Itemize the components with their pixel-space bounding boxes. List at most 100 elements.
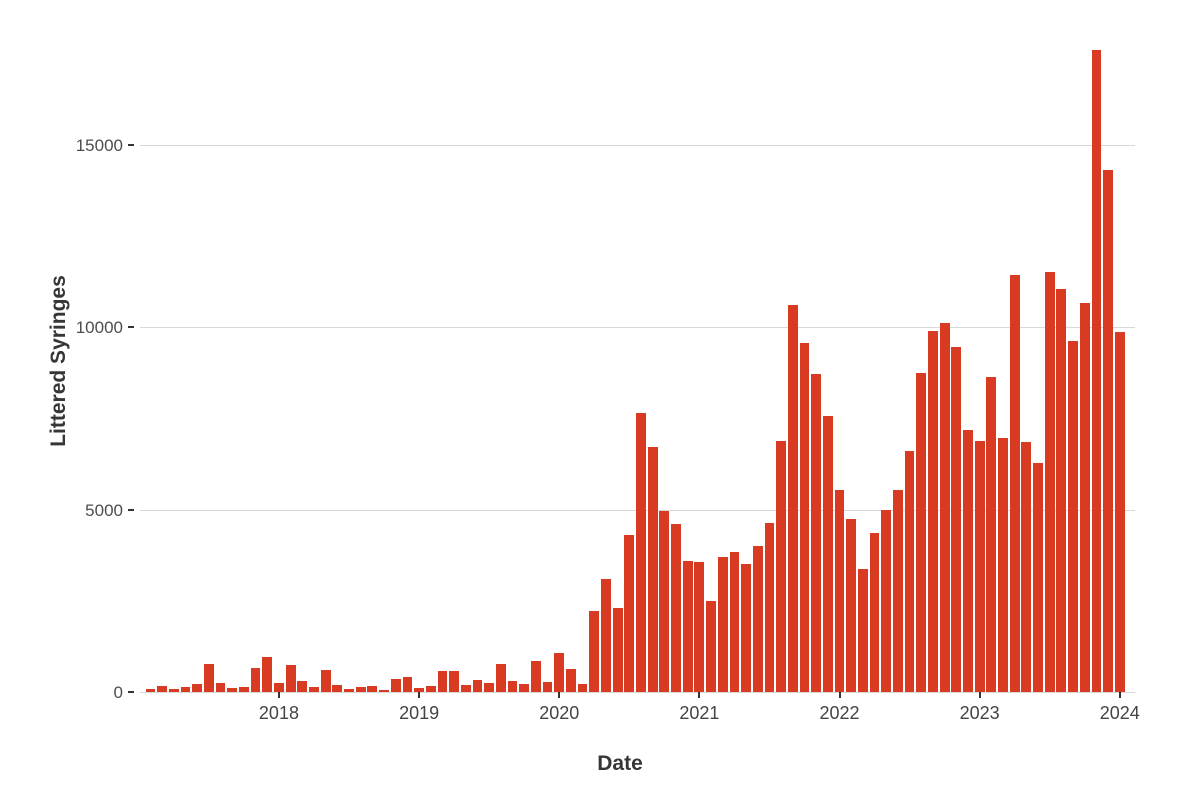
bar-2017-06 [192,683,203,692]
bar-2021-09 [787,305,798,692]
bar-2023-06 [1033,463,1043,692]
bar-2021-01 [694,562,705,692]
x-tick-mark-2023 [978,692,981,698]
x-tick-mark-2024 [1118,692,1121,698]
gridline-0 [140,692,1135,693]
bar-2022-02 [846,519,857,692]
bar-2020-01 [554,652,565,692]
bar-2019-09 [507,681,518,692]
bar-2020-03 [577,684,588,692]
bar-2017-03 [157,685,168,692]
bar-2021-08 [776,440,786,692]
bar-2018-11 [390,679,401,692]
bar-2020-12 [682,561,693,692]
bar-2017-10 [239,686,249,692]
bar-2017-05 [180,687,191,692]
bar-2020-06 [612,608,623,692]
y-tick-mark [128,326,134,328]
x-tick-label-2021: 2021 [679,703,720,723]
bar-2022-05 [881,509,892,692]
bar-2019-08 [495,663,506,692]
x-tick-mark-2021 [698,692,701,698]
bar-2018-06 [332,684,343,692]
bar-2020-07 [624,535,635,692]
bar-2019-05 [460,685,471,692]
bar-2018-07 [344,689,354,692]
bar-2022-12 [963,429,973,692]
bar-2022-07 [904,450,915,692]
bar-2019-11 [530,660,541,692]
x-tick-mark-2018 [277,692,280,698]
bar-2022-10 [939,322,950,692]
x-tick-label-2023: 2023 [959,703,1000,723]
y-axis-title: Littered Syringes [47,275,70,447]
plot-panel [140,40,1135,693]
bar-2023-08 [1056,289,1067,692]
bar-2021-05 [741,564,751,692]
bar-2019-10 [519,684,530,692]
bar-2021-06 [752,546,763,692]
bar-2023-09 [1068,340,1078,692]
bar-2017-02 [145,689,156,692]
bar-2023-10 [1079,302,1090,692]
y-tick-mark [128,691,134,693]
bar-2018-03 [297,681,308,692]
bar-2017-04 [168,689,179,692]
x-tick-mark-2020 [558,692,561,698]
y-tick-label-15000: 15000 [75,135,123,155]
bar-2022-01 [834,490,845,692]
bar-2021-04 [729,551,740,692]
bar-2021-10 [799,342,810,692]
bar-2022-11 [951,347,962,692]
x-tick-label-2019: 2019 [399,703,440,723]
bar-2017-12 [262,656,273,692]
bar-2020-10 [659,511,670,692]
bar-2019-06 [472,680,483,692]
bar-2022-06 [892,490,903,692]
bar-2022-09 [928,330,938,692]
gridline-15000 [140,144,1135,146]
bar-2017-09 [227,688,238,692]
bar-2020-09 [647,447,658,692]
bar-2023-07 [1044,272,1055,692]
bar-2020-08 [636,413,646,692]
bar-2021-03 [717,556,728,692]
x-axis-title: Date [597,752,643,775]
bar-2023-05 [1021,442,1032,692]
y-tick-mark [128,508,134,511]
bar-2019-12 [542,681,553,692]
bar-2017-08 [215,682,226,692]
bar-2017-07 [203,663,214,692]
bar-2019-01 [414,687,424,692]
bar-2020-04 [589,610,600,692]
y-tick-label-0: 0 [113,683,123,702]
bar-2021-07 [764,523,775,692]
bar-2018-12 [402,677,413,692]
bar-2018-05 [320,670,331,692]
x-tick-label-2020: 2020 [539,703,580,723]
bar-2023-04 [1009,274,1020,692]
bar-2024-01 [1114,332,1125,692]
gridline-10000 [140,327,1135,328]
bar-2020-05 [601,579,611,692]
bar-2020-02 [566,668,576,692]
bar-2018-04 [309,686,319,692]
bar-2023-12 [1103,170,1113,692]
x-tick-label-2018: 2018 [258,703,299,723]
y-tick-label-5000: 5000 [85,500,123,520]
bar-2021-11 [811,374,822,692]
bar-2023-01 [974,440,985,692]
bar-2023-02 [986,377,997,692]
bar-2022-08 [916,372,927,692]
bar-2023-03 [998,438,1008,692]
bar-2017-11 [250,667,261,692]
bar-2018-01 [274,683,284,692]
x-tick-mark-2019 [418,692,421,698]
bar-2021-02 [706,601,716,692]
bar-2019-04 [449,671,460,692]
bar-2019-03 [437,671,448,692]
y-tick-label-10000: 10000 [75,318,123,337]
bar-2018-10 [379,689,389,692]
x-tick-mark-2022 [838,692,841,698]
